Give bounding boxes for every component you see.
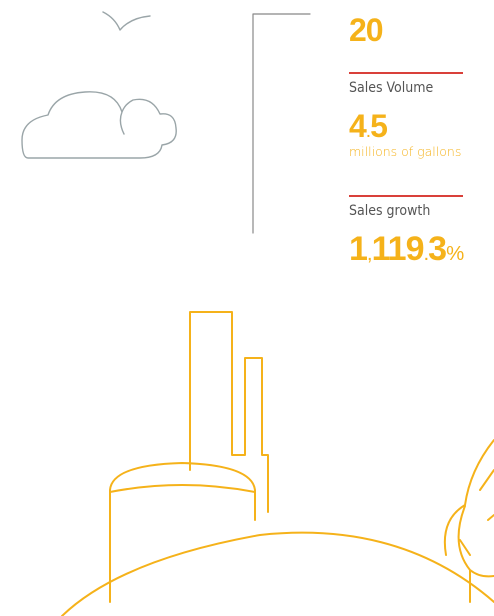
stat-value: 1,119.3% <box>349 230 464 268</box>
bird <box>102 11 151 31</box>
factory <box>61 311 494 616</box>
divider <box>349 195 463 197</box>
bracket <box>252 13 311 234</box>
divider <box>349 72 463 74</box>
stat-label: Sales growth <box>349 203 431 219</box>
stat-value: 4.5 <box>349 108 388 144</box>
stat-value: 20 <box>349 12 384 48</box>
stat-unit: millions of gallons <box>349 144 462 159</box>
cloud <box>21 91 177 159</box>
stat-label: Sales Volume <box>349 80 434 96</box>
